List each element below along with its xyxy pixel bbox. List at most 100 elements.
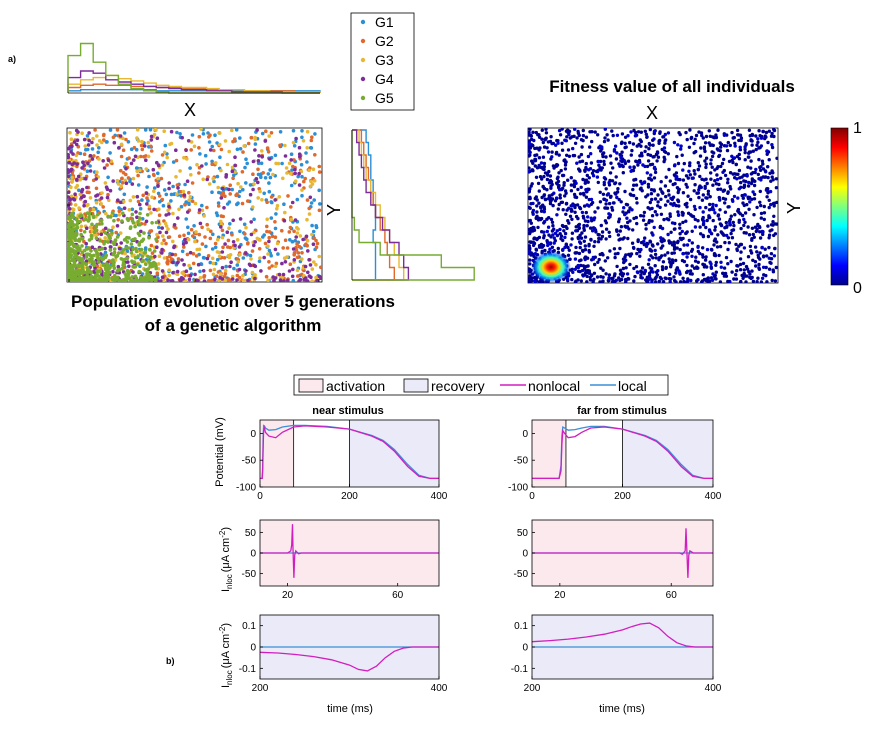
legend-local-label: local: [618, 378, 647, 394]
fitness-title: Fitness value of all individuals: [549, 77, 795, 96]
x-tick-label: 0: [529, 491, 535, 502]
series-nonlocal: [259, 646, 439, 672]
b-panel-3: 20 60 -50 0 50: [242, 519, 440, 601]
x-tick-label: 400: [431, 683, 448, 694]
ylabel-current-exp: -2: [218, 530, 227, 538]
x-tick-label: 20: [282, 590, 294, 601]
ylabel-current-sub: nloc: [225, 670, 234, 685]
y-tick-label: -0.1: [239, 664, 257, 675]
panel-label-a: a): [8, 54, 16, 64]
x-histogram: [67, 42, 321, 94]
legend-marker-g2: [360, 38, 366, 44]
y-tick-label: 50: [517, 528, 529, 539]
ylabel-potential: Potential (mV): [214, 417, 226, 487]
col-title-near: near stimulus: [312, 405, 384, 417]
xlabel-time-left: time (ms): [327, 703, 373, 715]
colorbar: [830, 127, 849, 286]
svg-text:Inloc(μA cm-2): Inloc(μA cm-2): [218, 623, 234, 688]
x-hist-g4: [67, 70, 320, 94]
y-tick-label: 50: [245, 528, 257, 539]
panel-label-b: b): [166, 656, 175, 666]
y-tick-label: -100: [508, 483, 528, 494]
ylabel-current-unit: (μA cm: [220, 538, 232, 572]
legend-marker-g1: [360, 19, 366, 25]
y-axis-label-side: Y: [324, 204, 344, 216]
b-panel-4: 20 60 -50 0 50: [514, 519, 714, 601]
population-scatter: [67, 128, 322, 282]
y-tick-label: 0.1: [514, 621, 528, 632]
condition-legend: activation recovery nonlocal local: [293, 374, 669, 396]
y-tick-label: 0.1: [242, 621, 256, 632]
population-caption-line1: Population evolution over 5 generations: [71, 292, 395, 311]
series-nonlocal: [531, 622, 713, 648]
x-tick-label: 400: [705, 683, 722, 694]
x-axis-label-top: X: [184, 100, 196, 120]
ylabel-current-exp: -2: [218, 626, 227, 634]
y-tick-label: 0: [522, 429, 528, 440]
fitness-hotspot: [531, 251, 571, 283]
ylabel-current-sub: nloc: [225, 574, 234, 589]
x-tick-label: 200: [341, 491, 358, 502]
colorbar-max: 1: [853, 120, 862, 137]
legend-activation-swatch: [298, 378, 324, 393]
b-panel-6: 200 400 -0.1 0 0.1: [511, 614, 722, 694]
legend-label-g2: G2: [375, 33, 394, 49]
y-tick-label: -50: [514, 569, 529, 580]
y-tick-label: 0: [522, 643, 528, 654]
legend-marker-g5: [360, 95, 366, 101]
recovery-region: [622, 420, 713, 487]
population-caption-line2: of a genetic algorithm: [145, 316, 322, 335]
legend-activation-label: activation: [326, 378, 385, 394]
legend-label-g4: G4: [375, 71, 394, 87]
scatter-points-g5: [67, 210, 159, 282]
y-tick-label: 0: [522, 549, 528, 560]
ylabel-current-row3: Inloc(μA cm-2): [218, 623, 234, 688]
legend-nonlocal-label: nonlocal: [528, 378, 580, 394]
series-nonlocal: [532, 528, 713, 578]
ylabel-current-unit: (μA cm: [220, 634, 232, 668]
x-tick-label: 60: [666, 590, 678, 601]
xlabel-time-right: time (ms): [599, 703, 645, 715]
recovery-region: [349, 420, 439, 487]
y-tick-label: 0: [250, 549, 256, 560]
y-tick-label: -50: [242, 569, 257, 580]
svg-text:Inloc(μA cm-2): Inloc(μA cm-2): [218, 527, 234, 592]
fitness-y-label: Y: [784, 202, 804, 214]
y-tick-label: -50: [242, 456, 257, 467]
population-scatter-ticks: [67, 204, 320, 282]
y-tick-label: 0: [250, 429, 256, 440]
legend-label-g1: G1: [375, 14, 394, 30]
series-nonlocal: [260, 524, 439, 578]
legend-marker-g3: [360, 57, 366, 63]
ylabel-current-row2: Inloc(μA cm-2): [218, 527, 234, 592]
x-hist-g3: [67, 74, 321, 93]
col-title-far: far from stimulus: [577, 405, 667, 417]
y-tick-label: -0.1: [511, 664, 529, 675]
ylabel-current-i: I: [220, 589, 232, 592]
y-tick-label: -50: [514, 456, 529, 467]
x-tick-label: 400: [431, 491, 448, 502]
ylabel-current-i: I: [220, 685, 232, 688]
y-tick-label: 0: [250, 643, 256, 654]
y-histogram: [351, 129, 475, 281]
b-panel-5: 200 400 -0.1 0 0.1: [239, 614, 448, 694]
b-panel-2: 0 200 400 -100 -50 0: [508, 419, 722, 502]
series-nonlocal: [532, 426, 713, 480]
fitness-x-label: X: [646, 103, 658, 123]
legend-recovery-label: recovery: [431, 378, 485, 394]
legend-label-g3: G3: [375, 52, 394, 68]
x-tick-label: 400: [705, 491, 722, 502]
series-nonlocal: [260, 425, 439, 480]
y-tick-label: -100: [236, 483, 256, 494]
legend-recovery-swatch: [403, 378, 429, 393]
x-tick-label: 20: [554, 590, 566, 601]
b-panel-1: 0 200 400 -100 -50 0: [236, 419, 448, 502]
x-tick-label: 200: [524, 683, 541, 694]
x-tick-label: 200: [614, 491, 631, 502]
x-tick-label: 200: [252, 683, 269, 694]
y-hist-g3: [352, 129, 405, 281]
x-tick-label: 60: [392, 590, 404, 601]
legend-label-g5: G5: [375, 90, 394, 106]
